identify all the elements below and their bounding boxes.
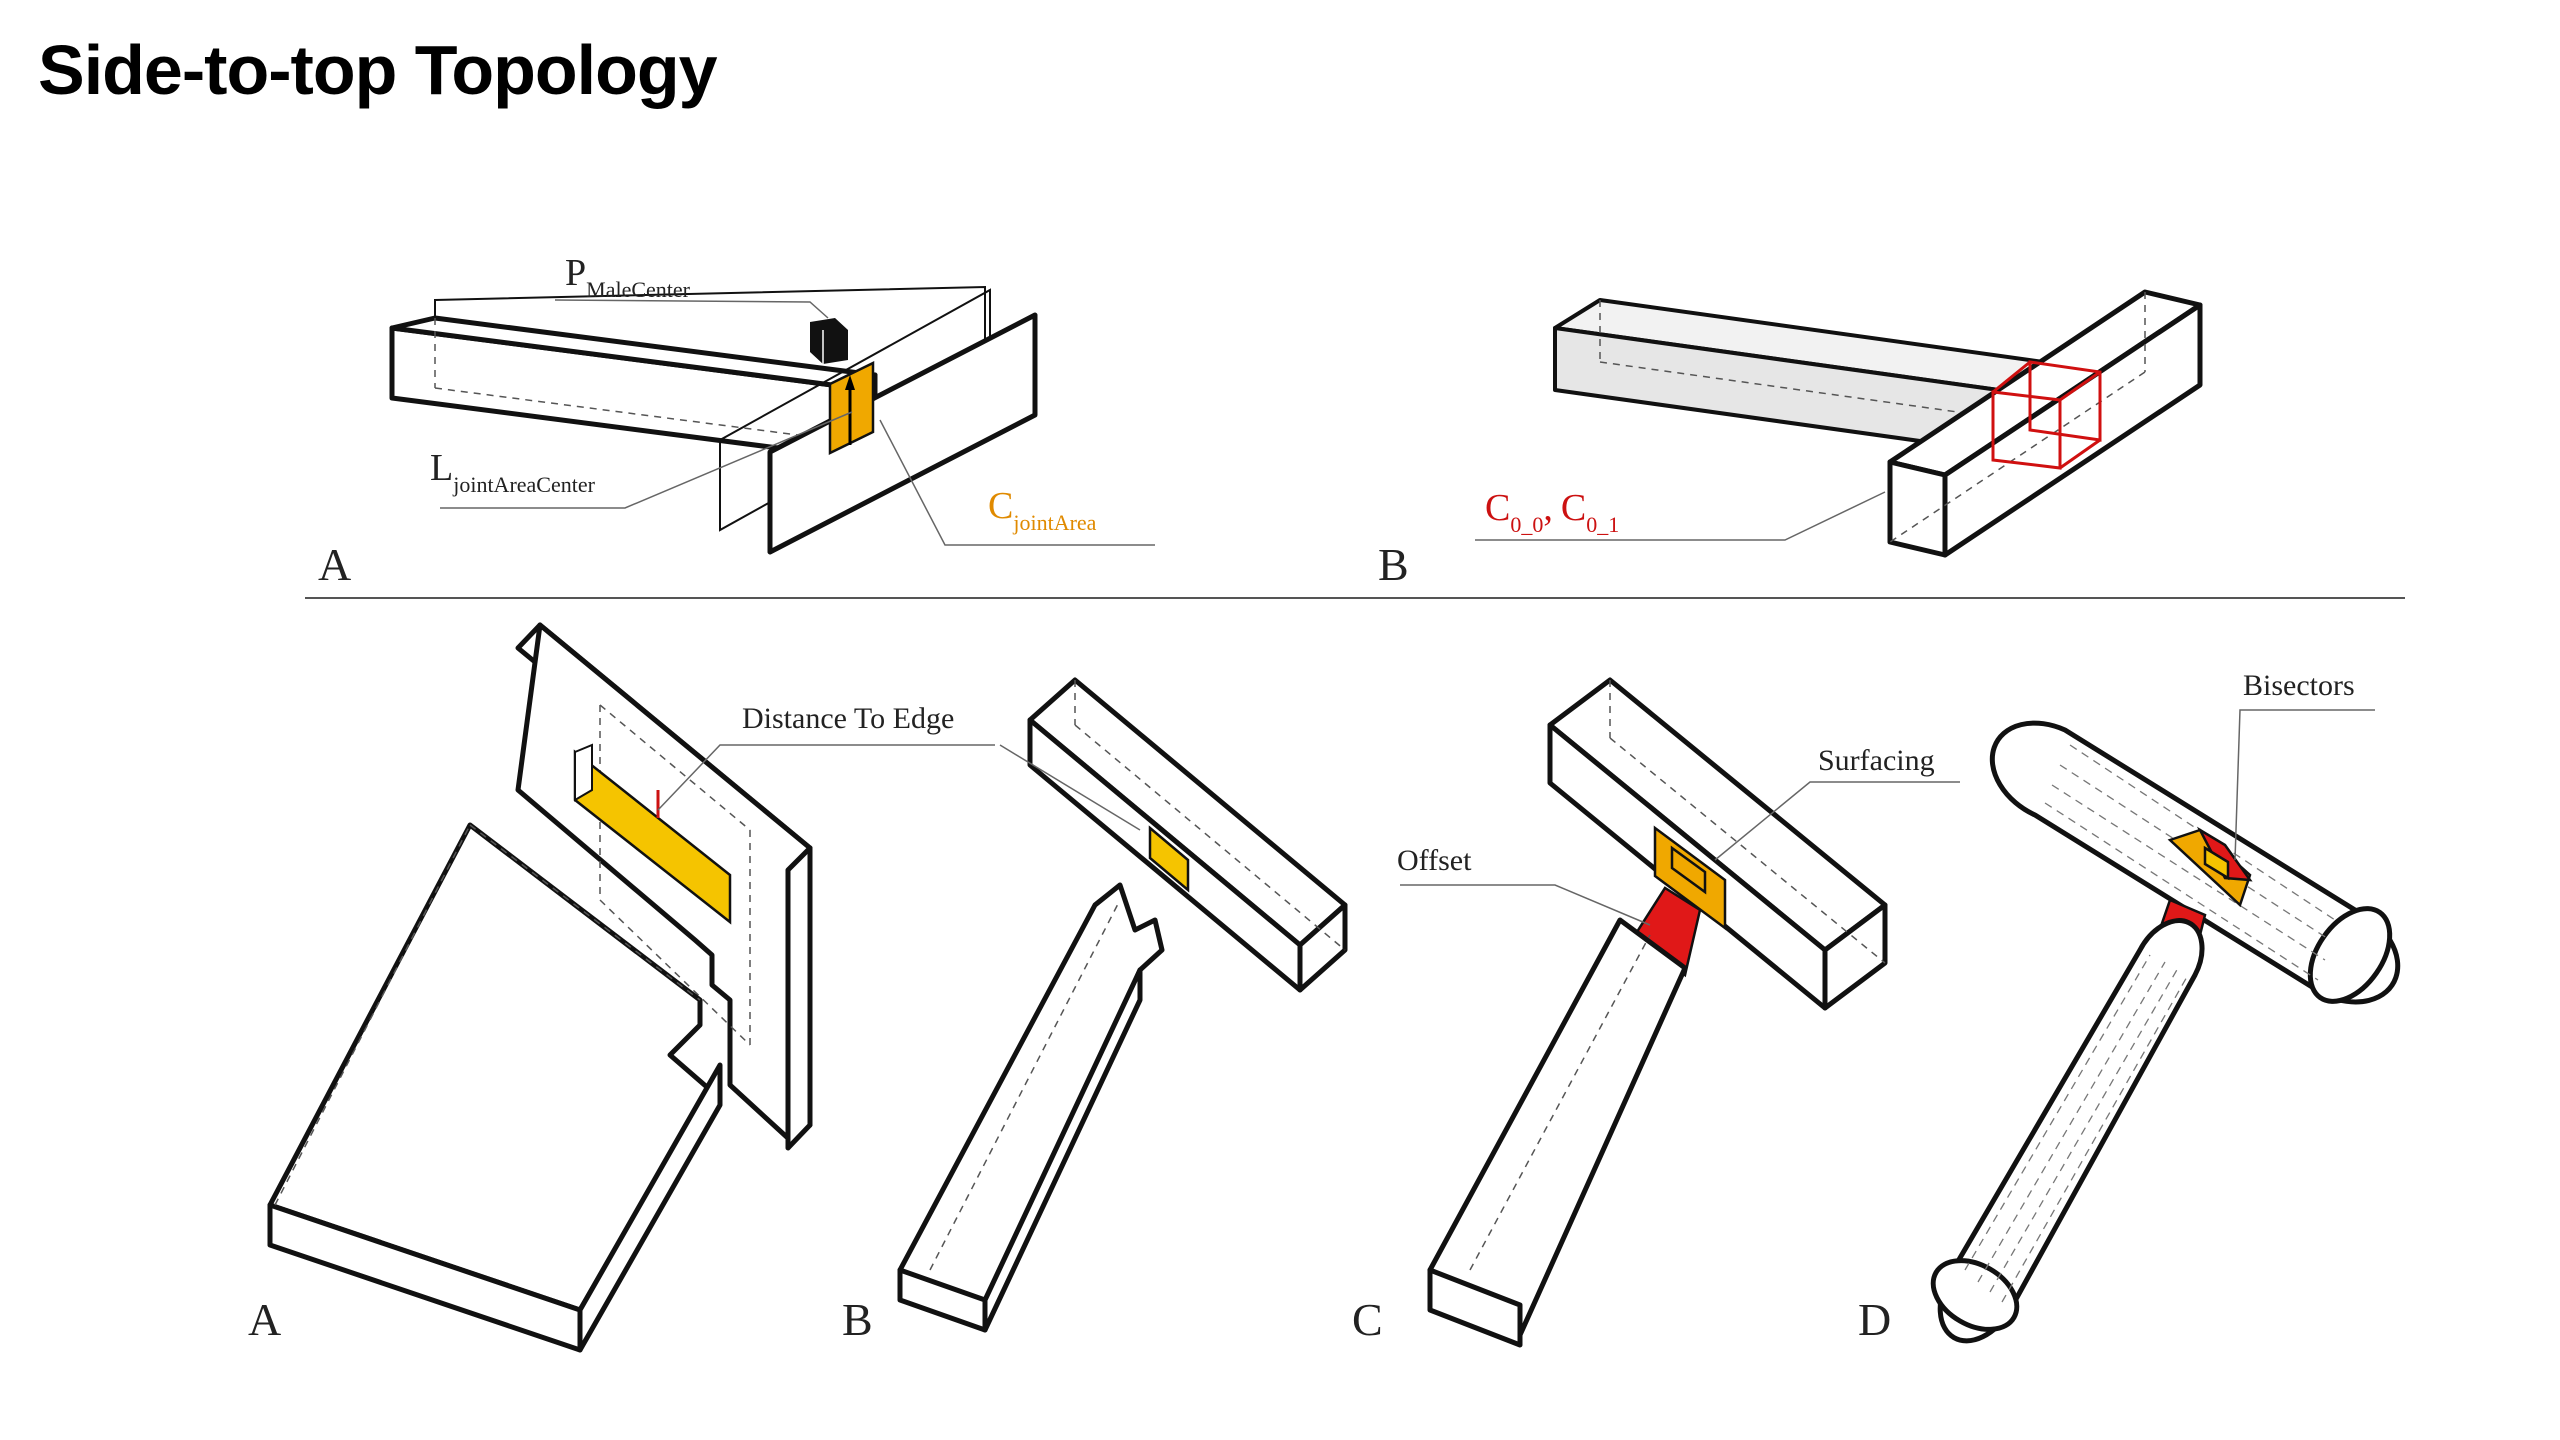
c00-c01-label: C0_0, C0_1 [1485, 487, 1619, 537]
c-joint-area-label: CjointArea [988, 485, 1097, 535]
bottom-b-joint-area [1148, 825, 1190, 893]
bottom-panel-a-drawing [267, 622, 995, 1353]
page-title: Side-to-top Topology [38, 31, 718, 109]
offset-callout: Offset [1397, 844, 1472, 877]
l-joint-area-center-label: LjointAreaCenter [430, 447, 596, 497]
bottom-panel-c-drawing [1400, 677, 1960, 1348]
p-male-center-label: PMaleCenter [565, 252, 691, 302]
bottom-panel-d-drawing [1930, 709, 2401, 1344]
bottom-panel-a-label: A [248, 1294, 281, 1345]
bottom-panel-d-label: D [1858, 1294, 1891, 1345]
surfacing-callout: Surfacing [1818, 744, 1935, 777]
top-panel-a-label: A [318, 539, 351, 590]
bottom-panel-b-drawing [897, 677, 1348, 1333]
bottom-panel-c-label: C [1352, 1294, 1383, 1345]
bisectors-callout: Bisectors [2243, 669, 2355, 702]
distance-to-edge-callout: Distance To Edge [742, 702, 954, 735]
bottom-panel-b-label: B [842, 1294, 873, 1345]
male-center-marker [810, 318, 848, 364]
top-panel-b-drawing [1475, 289, 2203, 558]
top-panel-b-label: B [1378, 539, 1409, 590]
top-panel-a-drawing [389, 285, 1155, 555]
